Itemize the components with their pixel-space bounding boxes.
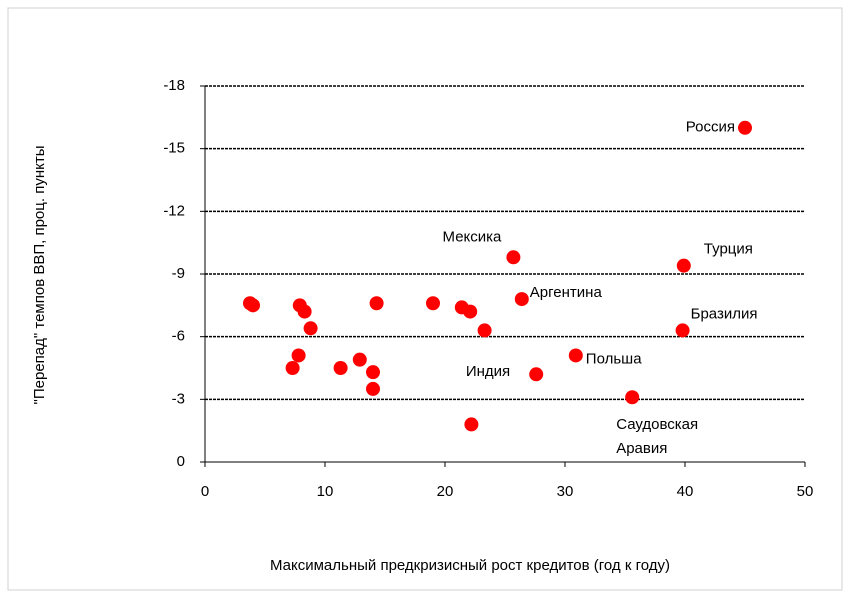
point [285, 361, 300, 375]
point [352, 352, 367, 367]
point [738, 120, 752, 135]
x-axis-title: Максимальный предкризисный рост кредитов… [270, 557, 670, 574]
point-label: Мексика [443, 228, 503, 245]
chart-frame [7, 7, 843, 591]
y-tick-label: -18 [163, 77, 185, 94]
point-label: Польша [586, 350, 642, 367]
point-label: Бразилия [691, 305, 758, 322]
point [366, 365, 380, 380]
point [369, 296, 384, 311]
y-tick-label: -3 [172, 390, 185, 407]
y-tick-label: -6 [172, 328, 185, 345]
point [477, 323, 492, 338]
point [464, 417, 479, 432]
point [568, 348, 583, 363]
point [426, 296, 440, 311]
x-tick-label: 50 [797, 483, 814, 500]
point [333, 361, 348, 375]
y-axis-title: "Перепад" темпов ВВП, проц. пункты [31, 146, 48, 405]
y-tick-label: -9 [172, 265, 185, 282]
point [246, 298, 260, 313]
point-label: Индия [466, 363, 510, 380]
x-tick-label: 30 [557, 483, 574, 500]
x-tick-label: 0 [201, 483, 209, 500]
x-tick-label: 20 [437, 483, 454, 500]
point [675, 323, 690, 338]
y-tick-label: 0 [177, 453, 185, 470]
point-label: Аргентина [530, 284, 603, 301]
x-tick-label: 10 [317, 483, 334, 500]
point-label: Аравия [616, 440, 667, 457]
point [463, 304, 478, 319]
point-label: Саудовская [616, 416, 698, 433]
point [303, 321, 318, 336]
point-label: Россия [686, 119, 735, 136]
point [291, 348, 306, 363]
x-tick-label: 40 [677, 483, 694, 500]
point [506, 250, 521, 265]
point [676, 258, 691, 273]
point [514, 292, 529, 307]
y-tick-label: -12 [163, 202, 185, 219]
point [366, 381, 380, 396]
point [297, 304, 312, 319]
point [625, 390, 640, 405]
point-label: Турция [704, 241, 753, 258]
y-tick-label: -15 [163, 140, 185, 157]
point [529, 367, 544, 382]
